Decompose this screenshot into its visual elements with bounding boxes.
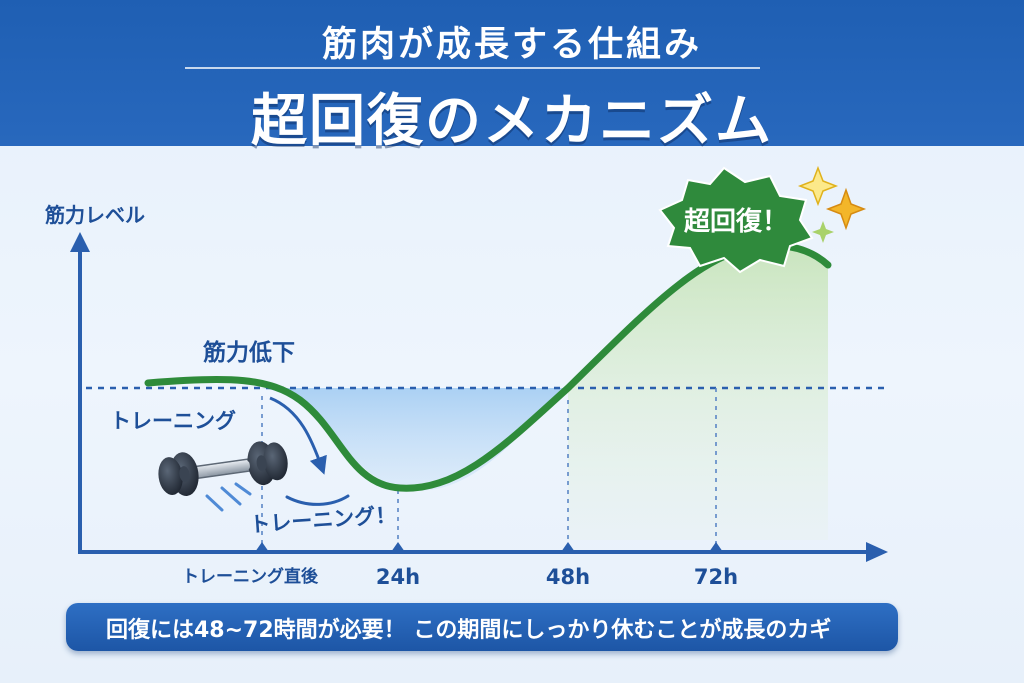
motion-line xyxy=(220,486,242,506)
y-axis-label: 筋力レベル xyxy=(45,203,145,227)
header: 筋肉が成長する仕組み 超回復のメカニズム xyxy=(0,0,1024,154)
swoosh-line xyxy=(285,494,350,506)
motion-line xyxy=(205,494,224,512)
recovery-dip-area xyxy=(262,388,568,491)
tick-marker-72h xyxy=(709,542,723,552)
tick-marker-training xyxy=(255,542,269,552)
motion-line xyxy=(234,482,252,496)
sparkle-icon xyxy=(812,221,834,243)
tick-marker-24h xyxy=(391,542,405,552)
tick-marker-48h xyxy=(561,542,575,552)
sparkle-icon xyxy=(797,165,839,207)
badge-label: 超回復！ xyxy=(684,206,788,237)
decline-label: 筋力低下 xyxy=(203,339,295,366)
x-axis-arrow xyxy=(866,542,888,562)
supercompensation-badge xyxy=(658,166,814,274)
info-banner: 回復には48~72時間が必要！ この期間にしっかり休むことが成長のカギ xyxy=(66,603,898,651)
header-divider xyxy=(185,67,760,69)
training-exclaim-label: トレーニング！ xyxy=(249,503,397,537)
dumbbell-icon xyxy=(158,441,288,496)
x-tick-label-training: トレーニング直後 xyxy=(182,566,319,587)
subtitle: 筋肉が成長する仕組み xyxy=(321,25,702,65)
x-tick-label-48h: 48h xyxy=(546,565,590,589)
training-label: トレーニング xyxy=(110,409,236,433)
x-tick-label-24h: 24h xyxy=(376,565,420,589)
y-axis-arrow xyxy=(70,232,90,252)
sparkle-icon xyxy=(825,187,867,231)
banner-text: 回復には48~72時間が必要！ この期間にしっかり休むことが成長のカギ xyxy=(106,618,832,643)
supercompensation-area xyxy=(568,244,828,540)
training-arrow xyxy=(269,396,327,475)
x-tick-label-72h: 72h xyxy=(694,565,738,589)
page-title: 超回復のメカニズム xyxy=(251,89,773,154)
